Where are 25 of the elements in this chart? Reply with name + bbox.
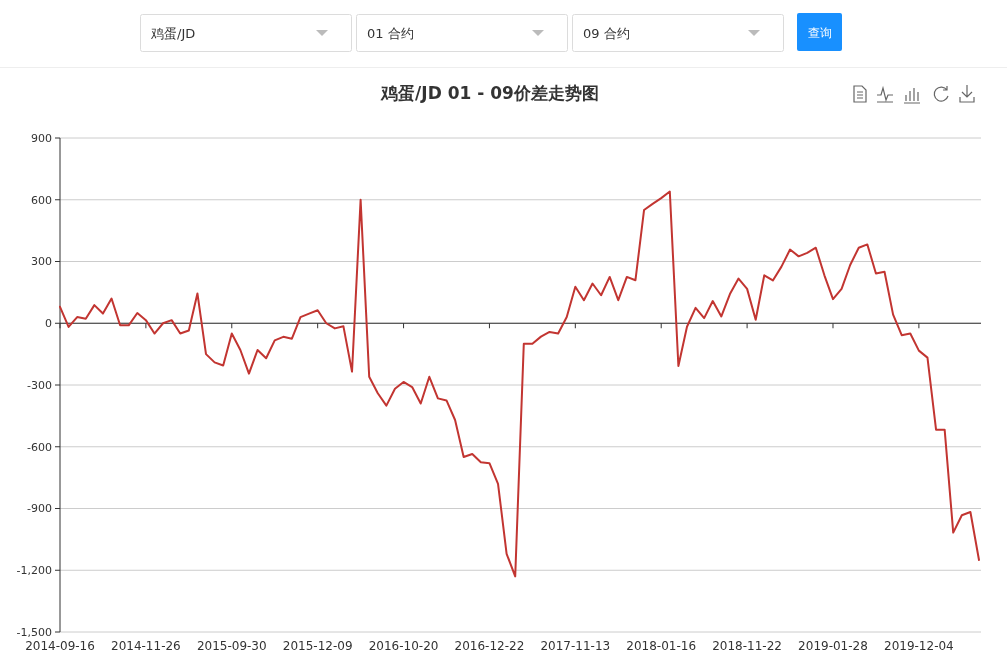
x-tick-label: 2017-11-13 bbox=[540, 639, 611, 653]
x-tick-label: 2016-12-22 bbox=[454, 639, 525, 653]
query-button: 查询 bbox=[797, 13, 842, 51]
dropdown-field: 01 合约 bbox=[356, 14, 568, 52]
x-tick-label: 2018-01-16 bbox=[626, 639, 697, 653]
dropdown-field: 鸡蛋/JD bbox=[140, 14, 352, 52]
y-tick-label: -600 bbox=[27, 440, 52, 454]
y-tick-label: 900 bbox=[31, 131, 52, 145]
x-tick-label: 2015-12-09 bbox=[282, 639, 353, 653]
y-tick-label: 600 bbox=[31, 193, 52, 207]
y-tick-label: -300 bbox=[27, 378, 52, 392]
chart-title: 鸡蛋/JD 01 - 09价差走势图 bbox=[380, 83, 599, 103]
x-tick-label: 2014-09-16 bbox=[25, 639, 95, 653]
y-tick-label: -1,200 bbox=[16, 564, 52, 578]
y-tick-label: 0 bbox=[45, 317, 52, 331]
y-tick-label: 300 bbox=[31, 255, 52, 269]
dropdown-field: 09 合约 bbox=[572, 14, 784, 52]
x-tick-label: 2016-10-20 bbox=[368, 639, 439, 653]
x-tick-label: 2014-11-26 bbox=[111, 639, 181, 653]
x-tick-label: 2019-01-28 bbox=[798, 639, 868, 653]
y-tick-label: -900 bbox=[27, 502, 52, 516]
x-tick-label: 2018-11-22 bbox=[712, 639, 782, 653]
x-tick-label: 2019-12-04 bbox=[884, 639, 954, 653]
x-tick-label: 2015-09-30 bbox=[196, 639, 267, 653]
y-tick-label: -1,500 bbox=[16, 625, 52, 639]
